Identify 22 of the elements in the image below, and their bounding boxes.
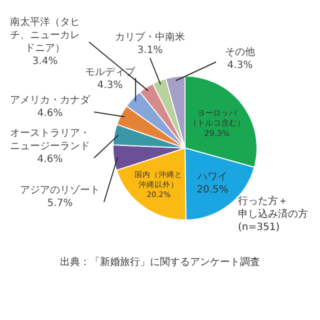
slice-label: 南太平洋（タヒチ、ニューカレドニア）: [10, 16, 80, 54]
slice-label: オーストラリア・ニュージーランド: [10, 128, 90, 152]
data-label: 29.3%: [204, 129, 230, 138]
data-label: 4.3%: [97, 80, 123, 91]
slice-label: 国内（沖縄と沖縄以外）: [134, 170, 183, 189]
data-label: 20.2%: [146, 190, 171, 199]
slice-label: アジアのリゾート: [20, 184, 100, 196]
slice-label: ハワイ: [196, 172, 228, 183]
data-label: 5.7%: [47, 198, 73, 209]
data-label: 20.5%: [196, 184, 228, 196]
data-label: 4.6%: [37, 108, 63, 119]
slice-label: アメリカ・カナダ: [10, 94, 91, 106]
slice-label: その他: [225, 46, 255, 58]
data-label: 3.1%: [137, 45, 163, 56]
slice-label: ヨーロッパ（トルコ含む）: [188, 108, 245, 128]
data-label: 4.6%: [37, 154, 63, 165]
text: 行った方＋申し込み済の方(n=351): [238, 195, 308, 233]
data-label: 4.3%: [227, 60, 253, 71]
data-label: 3.4%: [32, 56, 58, 67]
slice-label: モルディブ: [85, 66, 136, 78]
source-note: 出典：「新婚旅行」に関するアンケート調査: [60, 256, 260, 268]
slice-label: カリブ・中南米: [115, 31, 185, 43]
